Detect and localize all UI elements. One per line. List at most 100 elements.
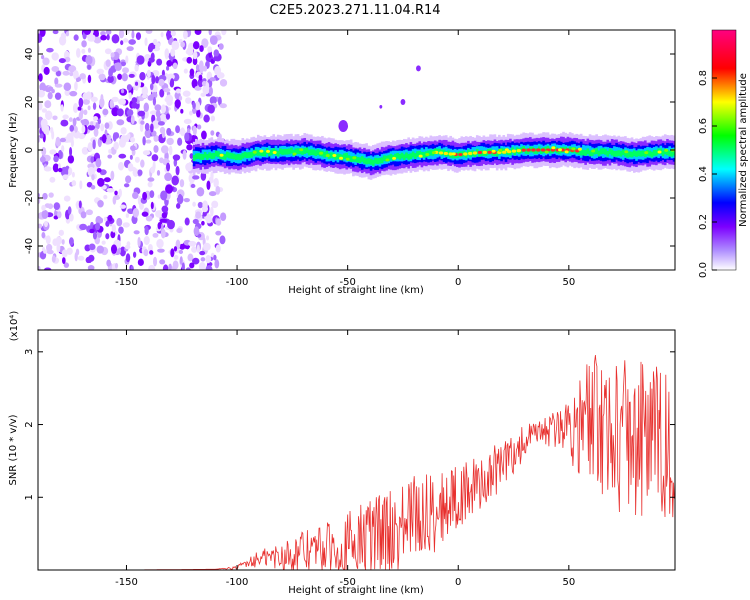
noise-blob — [155, 42, 161, 48]
trace-cell — [378, 157, 382, 164]
noise-blob — [156, 58, 163, 66]
noise-blob — [209, 35, 218, 46]
noise-blob — [78, 97, 84, 108]
trace-cell — [548, 147, 552, 154]
noise-blob — [92, 116, 99, 122]
trace-peak — [448, 152, 453, 156]
noise-blob — [200, 257, 206, 262]
noise-blob — [107, 214, 113, 222]
noise-blob — [111, 107, 119, 117]
top-x-ticks: -150 -100 -50 0 50 — [115, 30, 575, 288]
noise-blob — [95, 158, 102, 168]
noise-blob — [53, 155, 59, 163]
noise-blob — [58, 35, 67, 46]
x-tick-label: 0 — [455, 577, 461, 588]
trace-peak — [564, 150, 569, 154]
noise-blob — [114, 190, 118, 196]
trace-cell — [234, 154, 238, 161]
noise-blob — [122, 67, 130, 74]
noise-blob — [145, 139, 152, 144]
trace-cell — [336, 153, 340, 160]
noise-blob — [68, 213, 74, 222]
noise-blob — [209, 77, 216, 82]
noise-blob — [192, 51, 198, 60]
trace-cell — [237, 154, 240, 160]
noise-blob — [170, 30, 177, 37]
noise-blob — [129, 154, 133, 160]
noise-blob — [167, 219, 175, 230]
noise-blob — [79, 223, 88, 231]
noise-blob — [55, 70, 62, 77]
trace-cell — [334, 154, 337, 160]
noise-blob — [49, 176, 56, 183]
noise-blob — [160, 228, 166, 239]
noise-blob — [189, 153, 194, 159]
noise-blob — [90, 96, 98, 103]
noise-blob — [159, 259, 166, 265]
noise-blob — [171, 40, 180, 51]
trace-cell — [668, 150, 671, 157]
noise-blob — [61, 249, 68, 258]
noise-blob — [41, 146, 47, 156]
noise-blob — [209, 96, 217, 105]
trace-cell — [608, 148, 612, 155]
noise-blob — [179, 243, 186, 250]
noise-blob — [131, 97, 138, 104]
noise-blob — [158, 78, 165, 86]
x-tick-label: 0 — [455, 277, 461, 288]
noise-blob — [62, 114, 69, 120]
noise-blob — [82, 92, 89, 100]
trace-cell — [540, 148, 543, 154]
trace-cell — [303, 148, 307, 154]
noise-blob — [217, 96, 222, 106]
noise-blob — [173, 246, 178, 252]
noise-blob — [207, 104, 215, 114]
noise-blob — [131, 30, 135, 39]
noise-blob — [215, 218, 222, 226]
noise-blob — [80, 119, 86, 124]
trace-cell — [283, 148, 287, 155]
noise-blob — [87, 142, 93, 152]
trace-cell — [228, 152, 231, 159]
trace-peak — [551, 146, 556, 150]
trace-peak — [577, 147, 582, 151]
noise-blob — [39, 156, 46, 163]
noise-blob — [82, 98, 90, 105]
noise-blob — [80, 211, 87, 219]
noise-blob — [125, 175, 132, 184]
trace-cell — [217, 151, 220, 158]
trace-cell — [637, 150, 640, 157]
colorbar: 0.0 0.2 0.4 0.6 0.8 Normalized spectral ampl… — [698, 29, 749, 278]
trace-cell — [672, 149, 675, 156]
trace-peak — [443, 151, 449, 156]
noise-blob — [43, 124, 49, 135]
trace-cell — [582, 149, 585, 156]
trace-peak — [345, 157, 350, 161]
trace-peak — [266, 149, 271, 153]
trace-cell — [287, 148, 291, 155]
noise-blob — [131, 102, 138, 109]
noise-blob — [91, 174, 95, 181]
trace-cell — [635, 151, 638, 157]
trace-cell — [203, 152, 207, 158]
trace-cell — [400, 152, 404, 159]
noise-blob — [117, 73, 123, 80]
noise-blob — [201, 130, 207, 140]
noise-blob — [144, 122, 150, 131]
noise-blob — [137, 195, 142, 206]
noise-blob — [78, 111, 84, 120]
noise-blob — [132, 208, 140, 218]
noise-blob — [126, 109, 134, 117]
noise-blob — [59, 137, 67, 143]
trace-peak — [482, 150, 487, 154]
trace-cell — [411, 151, 415, 158]
noise-blob — [184, 119, 191, 124]
noise-blob — [147, 177, 155, 182]
noise-blob — [165, 94, 174, 104]
noise-blob — [130, 265, 134, 270]
trace-peak — [644, 151, 649, 155]
noise-blob — [170, 48, 176, 57]
trace-peak — [504, 148, 509, 152]
noise-blob — [186, 56, 193, 64]
noise-blob — [124, 244, 131, 250]
